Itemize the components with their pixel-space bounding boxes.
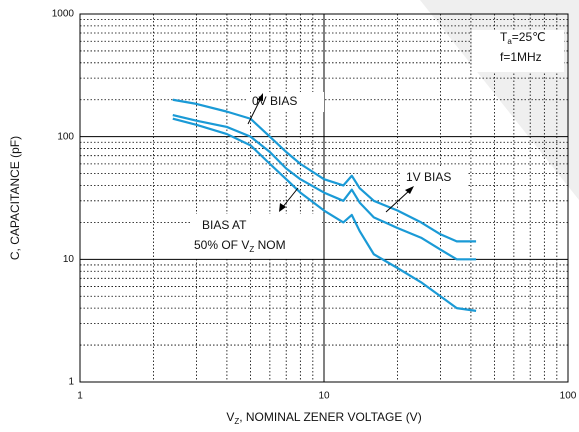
annotation-part: =25℃	[512, 30, 546, 44]
annotation-part: T	[500, 30, 508, 44]
x-tick-label: 1	[77, 391, 83, 402]
series-line	[172, 98, 477, 243]
series-line	[172, 117, 477, 312]
arrowhead	[279, 203, 286, 212]
arrowhead	[405, 186, 414, 194]
annotation: BIAS AT	[202, 218, 247, 232]
annotation-part: NOM	[254, 238, 285, 252]
arrow	[281, 187, 299, 209]
label-box	[472, 30, 564, 72]
annotation-sub: Z	[249, 245, 254, 254]
label-box	[190, 214, 322, 258]
x-tick-label: 100	[560, 391, 577, 402]
label-box	[402, 168, 468, 188]
x-axis-label: VZ, NOMINAL ZENER VOLTAGE (V)	[226, 410, 421, 426]
label-box	[246, 92, 324, 112]
annotation: f=1MHz	[500, 50, 542, 64]
arrow	[385, 189, 411, 213]
annotation-sub: a	[507, 37, 512, 46]
y-tick-label: 100	[57, 131, 74, 142]
y-tick-label: 1	[68, 377, 74, 388]
annotation: 50% OF VZ NOM	[194, 238, 286, 254]
plot-frame	[79, 13, 569, 383]
arrowhead	[257, 93, 263, 101]
arrow	[247, 97, 262, 125]
annotation: 0V BIAS	[252, 94, 297, 108]
series-line	[172, 113, 477, 261]
y-axis-label: C, CAPACITANCE (pF)	[8, 136, 22, 260]
annotation: Ta=25℃	[500, 30, 546, 46]
annotation: 1V BIAS	[406, 170, 451, 184]
x-label-part: V	[226, 410, 234, 424]
x-label-part: , NOMINAL ZENER VOLTAGE (V)	[239, 410, 421, 424]
y-tick-label: 10	[63, 254, 75, 265]
y-tick-label: 1000	[52, 9, 75, 20]
x-label-sub: Z	[234, 417, 239, 426]
annotation-part: 50% OF V	[194, 238, 249, 252]
x-tick-label: 10	[318, 391, 330, 402]
lines	[172, 98, 477, 312]
